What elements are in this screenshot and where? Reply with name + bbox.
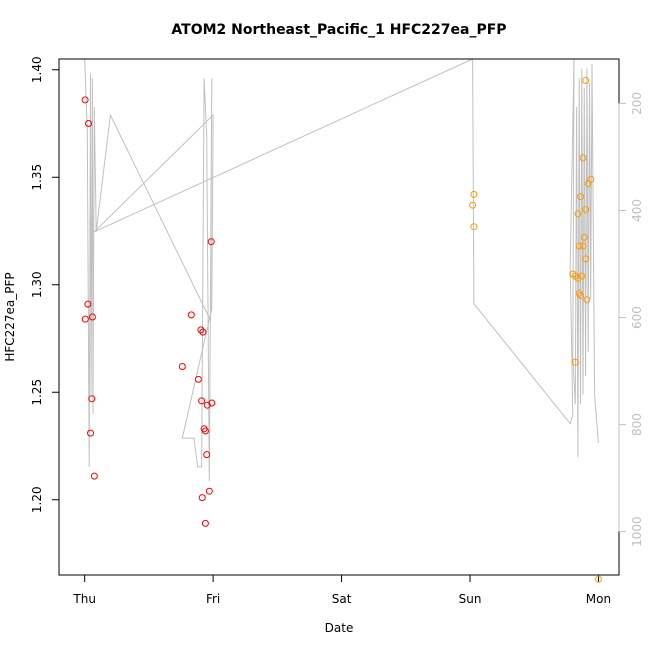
y2-tick-label: 200: [630, 92, 644, 115]
x-tick-label: Mon: [586, 592, 611, 606]
y-tick-label: 1.35: [30, 164, 44, 191]
red-data-point: [194, 375, 202, 383]
red-data-point: [88, 395, 96, 403]
x-axis-label: Date: [325, 621, 354, 635]
x-tick-label: Thu: [72, 592, 96, 606]
orange-data-point: [469, 201, 477, 209]
y-axis: 1.20 1.25 1.30 1.35 1.40: [30, 56, 60, 513]
y-axis-label: HFC227ea_PFP: [3, 272, 17, 361]
points-layer: [81, 77, 602, 583]
orange-data-point: [582, 206, 590, 213]
y-tick-label: 1.20: [30, 486, 44, 513]
red-data-point: [208, 399, 216, 407]
orange-data-point: [582, 77, 590, 84]
x-tick-label: Fri: [206, 592, 220, 606]
red-data-point: [207, 238, 215, 246]
y-tick-label: 1.40: [30, 56, 44, 83]
x-tick-label: Sun: [459, 592, 482, 606]
x-tick-label: Sat: [332, 592, 352, 606]
red-data-point: [201, 519, 209, 527]
y2-tick-label: 800: [630, 413, 644, 436]
orange-data-point: [574, 210, 582, 218]
red-data-point: [178, 363, 186, 370]
red-data-point: [203, 451, 211, 459]
chart-title: ATOM2 Northeast_Pacific_1 HFC227ea_PFP: [171, 22, 506, 38]
orange-data-point: [582, 255, 590, 263]
red-data-point: [85, 120, 92, 127]
y-tick-label: 1.30: [30, 271, 44, 298]
orange-data-point: [580, 233, 588, 241]
y2-tick-label: 400: [630, 199, 644, 222]
y2-axis: 200 400 600 800 1000: [618, 92, 644, 547]
red-data-point: [198, 397, 206, 405]
orange-data-point: [571, 358, 579, 366]
red-data-point: [197, 326, 205, 334]
red-data-point: [187, 311, 195, 319]
red-data-point: [88, 313, 96, 321]
orange-data-point: [577, 292, 584, 299]
y2-tick-label: 1000: [630, 516, 644, 547]
orange-data-point: [583, 296, 591, 304]
altitude-line-group: [84, 59, 599, 482]
orange-data-point: [579, 154, 587, 162]
red-data-point: [87, 429, 94, 437]
orange-data-point: [577, 193, 584, 201]
orange-data-point: [575, 242, 583, 250]
orange-data-point: [579, 242, 587, 250]
red-data-point: [198, 494, 206, 502]
red-data-point: [205, 487, 213, 495]
red-data-point: [201, 427, 209, 435]
orange-data-point: [587, 175, 595, 183]
orange-data-point: [574, 274, 582, 282]
y-tick-label: 1.25: [30, 379, 44, 406]
orange-data-point: [578, 272, 586, 280]
red-data-point: [81, 315, 89, 323]
red-data-point: [199, 328, 207, 336]
orange-data-point: [470, 223, 478, 231]
red-data-point: [81, 96, 89, 104]
red-data-point: [90, 472, 98, 480]
altitude-line: [84, 59, 599, 482]
red-data-point: [84, 300, 92, 308]
orange-data-point: [470, 190, 478, 198]
x-axis: Thu Fri Sat Sun Mon: [72, 574, 611, 606]
y2-tick-label: 600: [630, 306, 644, 329]
orange-data-point: [594, 575, 602, 583]
altitude-line-layer: [84, 59, 599, 482]
